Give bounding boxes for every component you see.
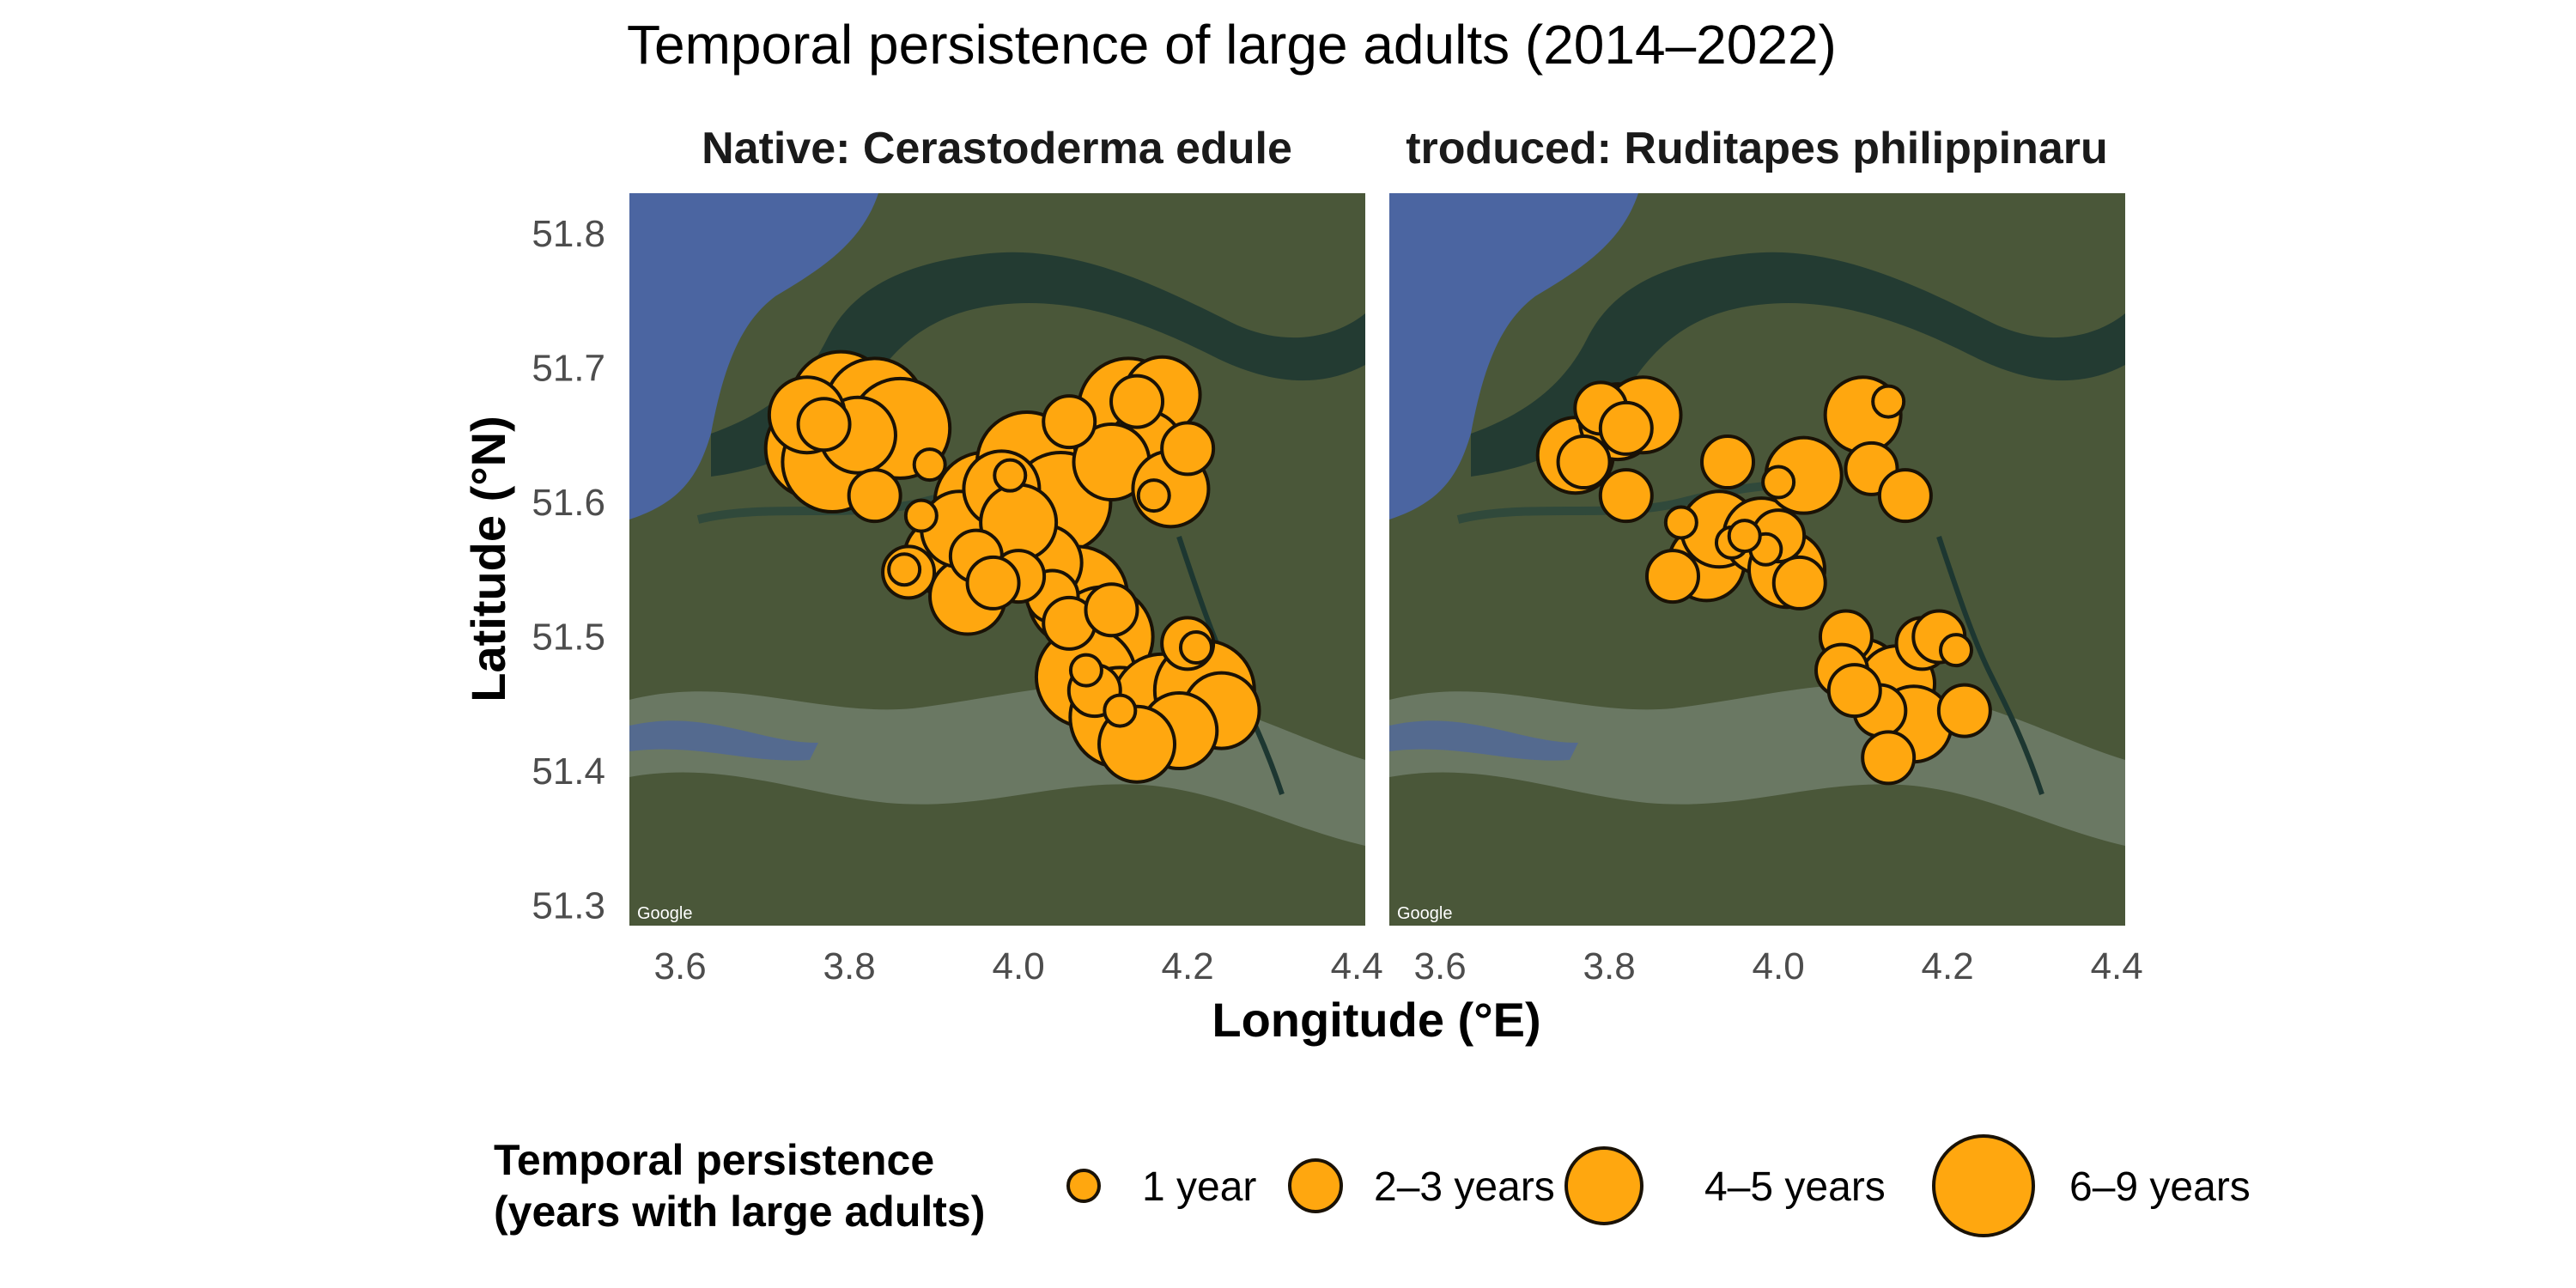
panel1-x-tick-label: 3.6 [654, 945, 707, 987]
panel2-point [1871, 384, 1906, 419]
panel1-point [993, 458, 1028, 493]
panel1-point [1160, 421, 1216, 477]
panel2-point [1826, 663, 1882, 719]
panel1-point [887, 552, 922, 587]
panel1-strip: Native: Cerastoderma edule [702, 124, 1292, 173]
legend-items: 1 year 2–3 years 4–5 years 6–9 years [1066, 1134, 2251, 1237]
panel2-point [1598, 468, 1654, 524]
panel1-point [1084, 582, 1139, 638]
legend-key-circle [1066, 1169, 1101, 1203]
panel1-x-tick-label: 4.0 [993, 945, 1045, 987]
panel1-point [965, 555, 1021, 611]
legend-key-label: 2–3 years [1374, 1164, 1555, 1210]
panel1-points [763, 349, 1261, 784]
y-axis-ticks: 51.3 51.4 51.5 51.6 51.7 51.8 [532, 213, 605, 927]
panel2-point [1936, 683, 1992, 738]
y-tick-label: 51.8 [532, 213, 605, 255]
x-axis-ticks: 3.6 3.8 4.0 4.2 4.4 3.6 3.8 4.0 4.2 4.4 [654, 945, 2143, 987]
panel1-point [1068, 653, 1103, 688]
legend-title-line1: Temporal persistence [494, 1136, 934, 1184]
panel2-point [1771, 555, 1827, 611]
panel2-point [1598, 400, 1654, 456]
panel1-point [903, 498, 939, 533]
panel2-strip: troduced: Ruditapes philippinaru [1406, 124, 2108, 173]
panel2-basemap-credit: Google [1397, 904, 1453, 923]
panel2-x-tick-label: 4.0 [1753, 945, 1805, 987]
panel1-point [847, 468, 902, 524]
legend: Temporal persistence (years with large a… [494, 1134, 2251, 1237]
panel2-point [1700, 434, 1756, 490]
panel1-point [1103, 693, 1138, 728]
y-tick-label: 51.5 [532, 616, 605, 658]
panel2-points [1535, 375, 1992, 786]
panel2-point [1861, 730, 1917, 786]
legend-key-circle [1564, 1146, 1643, 1225]
panel1-point [1136, 478, 1171, 513]
y-tick-label: 51.4 [532, 750, 605, 793]
panel2-point [1727, 519, 1762, 554]
panel1-point [912, 447, 947, 483]
legend-key-label: 4–5 years [1704, 1164, 1886, 1210]
panel2-x-tick-label: 3.6 [1414, 945, 1467, 987]
panel2-x-tick-label: 4.4 [2091, 945, 2143, 987]
legend-key-circle [1288, 1158, 1343, 1213]
panel1-x-tick-label: 3.8 [823, 945, 876, 987]
panel1-x-tick-label: 4.2 [1162, 945, 1214, 987]
panel1-x-tick-label: 4.4 [1331, 945, 1383, 987]
legend-key-label: 1 year [1142, 1164, 1256, 1210]
panel2-point [1938, 633, 1973, 668]
y-axis-title: Latitude (°N) [461, 416, 515, 702]
panel2-point [1663, 505, 1698, 540]
y-tick-label: 51.6 [532, 482, 605, 524]
chart-title: Temporal persistence of large adults (20… [627, 14, 1837, 76]
panel1-basemap-credit: Google [637, 904, 693, 923]
y-tick-label: 51.3 [532, 885, 605, 927]
legend-key-circle [1932, 1134, 2035, 1237]
legend-key-label: 6–9 years [2069, 1164, 2251, 1210]
panel1-point [1178, 630, 1213, 665]
panel2-point [1556, 434, 1612, 490]
legend-title-line2: (years with large adults) [494, 1188, 985, 1236]
panel2-point [1644, 549, 1700, 605]
panel2-point [1761, 465, 1796, 500]
panel1-point [1042, 394, 1097, 450]
y-tick-label: 51.7 [532, 347, 605, 389]
panel1-point [1109, 374, 1165, 429]
panel1-point [796, 397, 852, 453]
x-axis-title: Longitude (°E) [1212, 993, 1540, 1047]
panel2-x-tick-label: 3.8 [1583, 945, 1636, 987]
panel2-point [1877, 468, 1933, 524]
panel2-x-tick-label: 4.2 [1922, 945, 1974, 987]
